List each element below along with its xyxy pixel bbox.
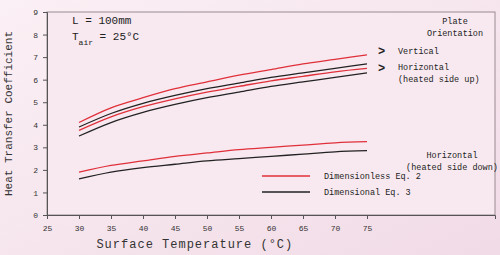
x-tick-mark (175, 215, 176, 219)
x-tick-mark (143, 215, 144, 219)
y-axis: 0 1 2 3 4 5 6 7 8 9 (33, 8, 47, 220)
x-tick-mark (111, 215, 112, 219)
x-tick-mark (79, 215, 80, 219)
y-tick: 9 (33, 8, 47, 17)
y-tick-mark (43, 215, 47, 216)
x-tick: 75 (363, 215, 373, 233)
x-axis-title: Surface Temperature (°C) (96, 238, 293, 252)
y-tick-mark (43, 192, 47, 193)
y-tick-mark (43, 147, 47, 148)
x-tick: 65 (299, 215, 309, 233)
y-tick: 3 (33, 143, 47, 152)
x-tick-mark (335, 215, 336, 219)
y-axis-title: Heat Transfer Coefficient (3, 31, 15, 196)
y-tick-mark (43, 125, 47, 126)
series-line (79, 142, 367, 172)
annotation: L = 100mm (72, 15, 132, 27)
x-tick: 25 (43, 215, 53, 233)
annotation-part: = 25°C (93, 31, 140, 43)
series-line (79, 68, 367, 130)
y-tick-label: 8 (33, 31, 38, 40)
y-tick-label: 2 (33, 166, 38, 175)
legend-label: Dimensionless Eq. 2 (324, 172, 421, 182)
plot: 25303540455055606570750123456789 (33, 8, 495, 233)
y-tick: 2 (33, 166, 47, 175)
x-tick-label: 60 (267, 224, 277, 233)
y-tick-mark (43, 170, 47, 171)
x-axis: 25 30 35 40 45 50 55 60 65 70 75 (43, 215, 496, 233)
annotation: Horizontal (398, 63, 449, 73)
y-tick-mark (43, 35, 47, 36)
annotation: Plate (442, 17, 468, 27)
plot-frame (47, 12, 495, 215)
x-tick: 30 (75, 215, 85, 233)
x-tick-label: 40 (139, 224, 149, 233)
y-tick: 5 (33, 98, 47, 107)
y-tick-label: 7 (33, 53, 38, 62)
chart: 25303540455055606570750123456789Surface … (0, 0, 500, 255)
y-tick: 7 (33, 53, 47, 62)
y-tick-label: 6 (33, 76, 38, 85)
legend-swatch (262, 191, 310, 192)
x-tick: 70 (331, 215, 341, 233)
y-tick-label: 1 (33, 189, 38, 198)
x-tick: 50 (203, 215, 213, 233)
x-tick: 60 (267, 215, 277, 233)
y-tick-mark (43, 80, 47, 81)
x-tick-mark (271, 215, 272, 219)
annotation: (heated side up) (398, 75, 480, 85)
y-tick: 4 (33, 121, 47, 130)
x-tick-label: 30 (75, 224, 85, 233)
y-tick-label: 4 (33, 121, 38, 130)
y-tick-mark (43, 102, 47, 103)
x-tick-label: 25 (43, 224, 53, 233)
y-tick-label: 0 (33, 211, 38, 220)
background (0, 0, 500, 255)
y-tick: 0 (33, 211, 47, 220)
legend: Dimensionless Eq. 2 Dimensional Eq. 3 (262, 172, 421, 198)
annotation: > (378, 45, 385, 59)
y-tick-label: 5 (33, 98, 38, 107)
lines (79, 55, 367, 179)
x-tick: 40 (139, 215, 149, 233)
annotation: > (378, 62, 385, 76)
y-tick: 8 (33, 31, 47, 40)
annotations: L = 100mm Tair = 25°C Plate Orientation > Ver… (72, 15, 498, 173)
x-tick-label: 70 (331, 224, 341, 233)
y-tick: 6 (33, 76, 47, 85)
x-tick-mark (367, 215, 368, 219)
y-tick-label: 9 (33, 8, 38, 17)
legend-label: Dimensional Eq. 3 (324, 188, 411, 198)
x-axis-line (48, 216, 496, 220)
x-tick-mark (239, 215, 240, 219)
annotation: Orientation (427, 29, 483, 39)
annotation: Tair = 25°C (72, 31, 140, 47)
annotation: Vertical (398, 47, 439, 57)
x-tick-label: 35 (107, 224, 117, 233)
x-tick-label: 45 (171, 224, 181, 233)
x-tick-mark (207, 215, 208, 219)
y-tick-mark (43, 12, 47, 13)
y-tick: 1 (33, 189, 47, 198)
y-axis-line (43, 13, 48, 216)
y-tick-mark (43, 57, 47, 58)
x-tick-label: 50 (203, 224, 213, 233)
x-tick-mark (303, 215, 304, 219)
series-line (79, 73, 367, 136)
x-tick-label: 65 (299, 224, 309, 233)
x-tick-label: 75 (363, 224, 373, 233)
x-tick: 35 (107, 215, 117, 233)
y-tick-label: 3 (33, 143, 38, 152)
x-tick: 55 (235, 215, 245, 233)
annotation: Horizontal (426, 151, 477, 161)
legend-swatch (262, 175, 310, 176)
x-tick: 45 (171, 215, 181, 233)
annotation-part: air (79, 38, 94, 47)
x-tick-label: 55 (235, 224, 245, 233)
